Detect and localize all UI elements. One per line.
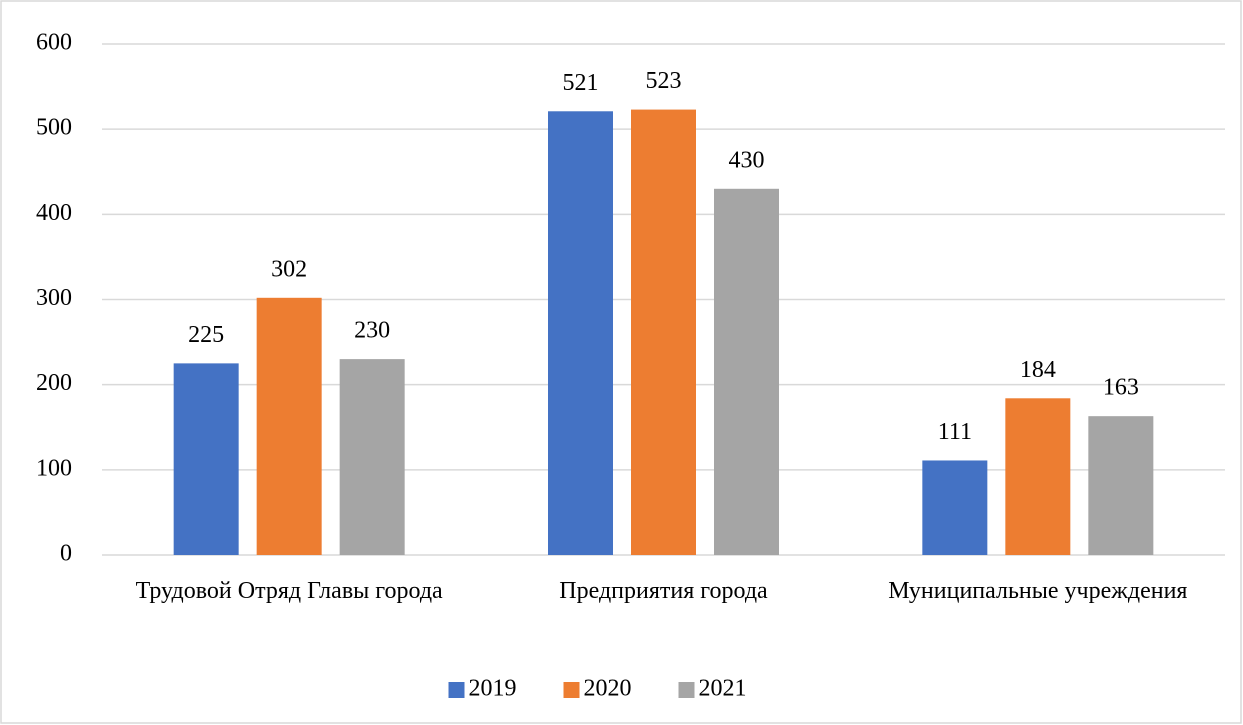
data-label: 225 xyxy=(188,322,224,348)
y-tick-label: 500 xyxy=(36,115,72,141)
legend-label: 2020 xyxy=(584,676,632,702)
legend-swatch xyxy=(448,682,465,698)
data-label: 184 xyxy=(1020,357,1056,383)
legend-swatch xyxy=(563,682,580,698)
x-tick-label: Предприятия города xyxy=(559,578,768,604)
y-tick-label: 600 xyxy=(36,30,72,56)
bar xyxy=(714,188,779,556)
x-tick-label: Муниципальные учреждения xyxy=(888,578,1188,604)
data-label: 163 xyxy=(1103,375,1139,401)
data-label: 302 xyxy=(271,256,307,282)
bar xyxy=(548,111,613,555)
data-label: 430 xyxy=(729,147,765,173)
data-label: 111 xyxy=(938,419,972,445)
legend-swatch xyxy=(678,682,695,698)
bar xyxy=(1005,398,1071,555)
legend-label: 2021 xyxy=(699,676,747,702)
x-tick-label: Трудовой Отряд Главы города xyxy=(135,578,443,604)
y-tick-label: 100 xyxy=(36,455,72,481)
bar xyxy=(1088,416,1154,555)
y-tick-label: 0 xyxy=(60,541,72,567)
y-tick-label: 300 xyxy=(36,285,72,311)
y-tick-label: 400 xyxy=(36,200,72,226)
bar xyxy=(922,460,988,555)
data-label: 230 xyxy=(354,318,390,344)
bar xyxy=(339,359,405,555)
bar xyxy=(256,297,322,555)
data-label: 521 xyxy=(563,70,599,96)
data-label: 523 xyxy=(646,68,682,94)
bar xyxy=(173,363,239,555)
y-tick-label: 200 xyxy=(36,370,72,396)
bar xyxy=(631,109,696,555)
legend-label: 2019 xyxy=(469,676,517,702)
